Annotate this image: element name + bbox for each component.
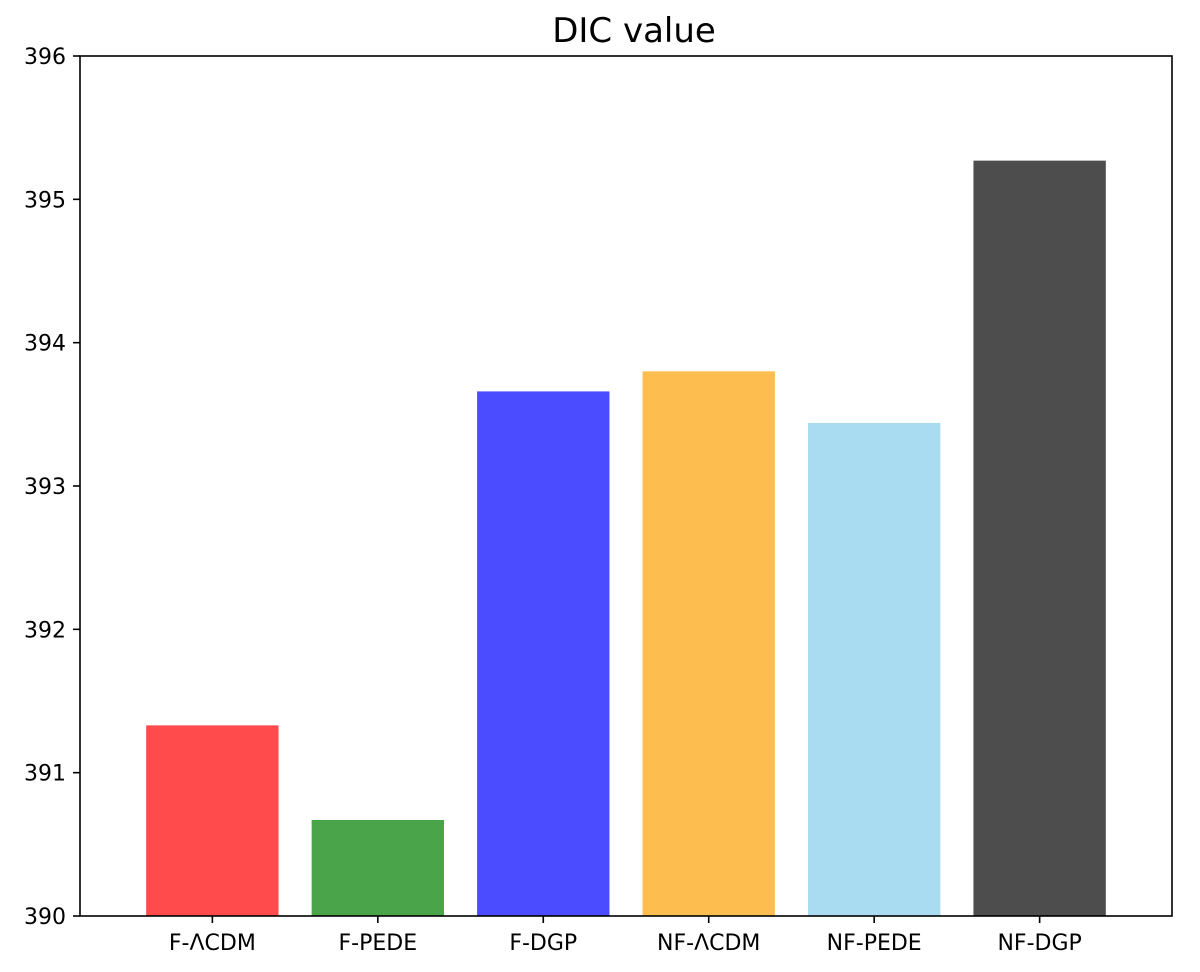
y-tick-label-3: 393 [24, 475, 66, 500]
bar-1 [311, 819, 444, 916]
bar-2 [477, 391, 610, 916]
y-tick-label-1: 391 [24, 762, 66, 787]
y-tick-label-5: 395 [24, 188, 66, 213]
chart-title: DIC value [552, 11, 716, 51]
y-tick-label-6: 396 [24, 45, 66, 70]
y-tick-label-4: 394 [24, 332, 66, 357]
x-tick-label-3: NF-ΛCDM [657, 931, 760, 956]
bar-3 [642, 371, 775, 916]
bar-5 [973, 160, 1106, 917]
plot-frame [79, 55, 1173, 917]
x-tick-label-2: F-DGP [509, 931, 577, 956]
x-tick-label-5: NF-DGP [997, 931, 1081, 956]
bars-group [146, 160, 1106, 917]
y-tick-label-0: 390 [24, 905, 66, 930]
bar-0 [146, 725, 279, 916]
bar-4 [808, 422, 941, 916]
y-tick-label-2: 392 [24, 618, 66, 643]
x-tick-label-0: F-ΛCDM [169, 931, 256, 956]
x-axis: F-ΛCDM F-PEDE F-DGP NF-ΛCDM NF-PEDE NF-DGP [169, 916, 1082, 956]
y-axis: 390 391 392 393 394 395 396 [24, 45, 80, 930]
x-tick-label-4: NF-PEDE [827, 931, 922, 956]
x-tick-label-1: F-PEDE [339, 931, 418, 956]
